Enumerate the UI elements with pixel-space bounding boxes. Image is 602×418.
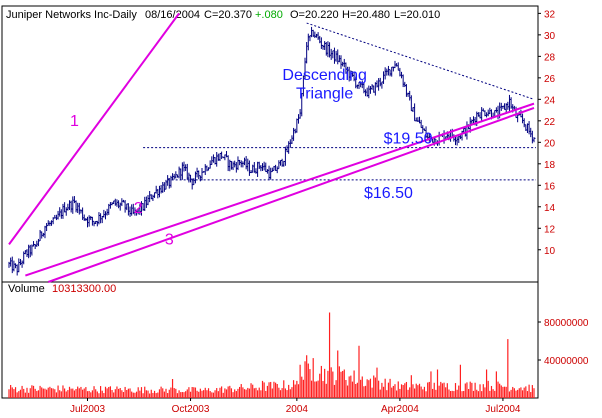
volume-panel-frame — [1, 281, 539, 399]
price-tick-label: 32 — [544, 9, 556, 20]
support-label-1: $16.50 — [364, 185, 413, 202]
price-tick-label: 14 — [544, 203, 556, 214]
price-tick-label: 24 — [544, 95, 556, 106]
header-change: +.080 — [255, 9, 283, 21]
trendline-label-1: 1 — [70, 113, 79, 130]
trendline-1 — [8, 12, 180, 245]
header-open: O=20.220 — [290, 9, 339, 21]
header-high: H=20.480 — [342, 9, 390, 21]
header-symbol: Juniper Networks Inc-Daily — [6, 9, 137, 21]
chart-header: Juniper Networks Inc-Daily 08/16/2004 C=… — [6, 9, 440, 21]
time-tick-label: Apr2004 — [381, 404, 419, 415]
price-tick-label: 30 — [544, 31, 556, 42]
header-date: 08/16/2004 — [145, 9, 200, 21]
price-tick-label: 22 — [544, 117, 556, 128]
time-tick-label: 2004 — [286, 404, 309, 415]
annotation-1: Triangle — [296, 85, 353, 102]
trendlines — [8, 12, 535, 283]
header-low: L=20.010 — [394, 9, 440, 21]
volume-value: 10313300.00 — [52, 283, 116, 295]
volume-tick-label: 40000000 — [544, 356, 589, 367]
price-tick-label: 20 — [544, 138, 556, 149]
price-tick-label: 28 — [544, 52, 556, 63]
price-bars — [8, 26, 536, 276]
trendline-3 — [47, 106, 535, 283]
volume-tick-label: 80000000 — [544, 318, 589, 329]
price-tick-label: 10 — [544, 246, 556, 257]
support-label-0: $19.50 — [384, 131, 433, 148]
price-bar — [533, 137, 536, 143]
price-tick-label: 26 — [544, 74, 556, 85]
support-levels — [143, 147, 536, 181]
price-axis: 10 12 14 16 18 20 22 24 26 28 30 32 — [538, 9, 556, 257]
volume-axis: 40000000 80000000 — [538, 318, 589, 367]
trendline-label-2: 2 — [134, 200, 143, 217]
time-axis: Jul2003 Oct2003 2004 Apr2004 Jul2004 — [70, 398, 521, 415]
price-tick-label: 18 — [544, 160, 556, 171]
time-tick-label: Jul2004 — [485, 404, 520, 415]
annotation-0: Descending — [282, 67, 367, 84]
volume-label: Volume — [8, 283, 45, 295]
time-tick-label: Jul2003 — [70, 404, 105, 415]
header-close: C=20.370 — [204, 9, 252, 21]
price-panel-frame — [1, 5, 539, 283]
price-tick-label: 12 — [544, 224, 556, 235]
trendline-2 — [25, 102, 535, 277]
trendline-label-3: 3 — [165, 231, 174, 248]
time-tick-label: Oct2003 — [172, 404, 210, 415]
price-tick-label: 16 — [544, 181, 556, 192]
volume-bars — [8, 312, 535, 398]
